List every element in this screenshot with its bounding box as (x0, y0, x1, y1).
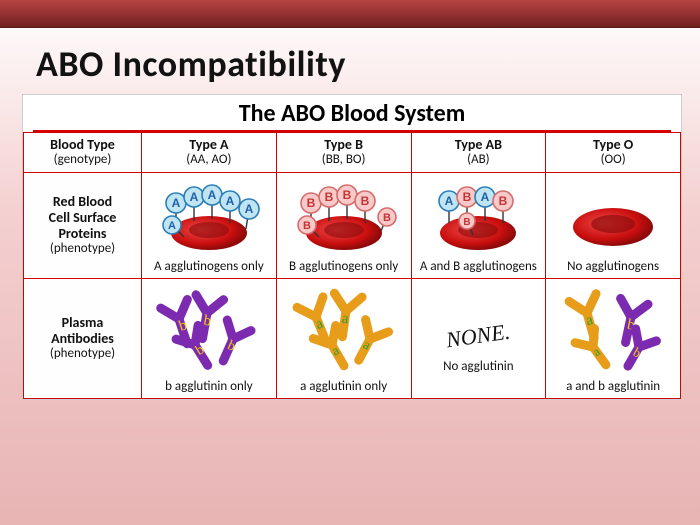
svg-text:B: B (499, 194, 508, 208)
col-geno: (AA, AO) (146, 153, 272, 168)
slide-title: ABO Incompatibility (0, 28, 700, 94)
cell-rbc-b: B B B B B B B agglutinogens only (276, 173, 411, 279)
col-geno: (OO) (550, 153, 676, 168)
row-label: Red Blood (53, 193, 112, 210)
cell-ab-ab: NONE. No agglutinin (411, 279, 546, 399)
svg-text:A: A (226, 194, 235, 208)
caption: No agglutinin (443, 359, 513, 374)
col-header-o: Type O (OO) (546, 133, 681, 173)
svg-text:A: A (208, 188, 217, 202)
none-text: NONE. (445, 319, 512, 354)
rowhead-rbc: Red Blood Cell Surface Proteins (phenoty… (24, 173, 142, 279)
table-header-row: Blood Type (genotype) Type A (AA, AO) Ty… (24, 133, 681, 173)
col-top: Type B (324, 136, 363, 153)
svg-text:b: b (193, 342, 207, 358)
col-header-ab: Type AB (AB) (411, 133, 546, 173)
col-top: Type A (189, 136, 228, 153)
cell-ab-a: b b b b b agglutinin only (142, 279, 277, 399)
svg-text:b: b (225, 338, 237, 355)
svg-text:A: A (168, 220, 176, 232)
svg-text:a: a (360, 338, 373, 355)
svg-text:a: a (313, 316, 325, 333)
row-label: Cell Surface (49, 209, 117, 226)
caption: A and B agglutinogens (420, 259, 537, 274)
svg-text:b: b (631, 344, 644, 360)
svg-text:B: B (303, 220, 311, 232)
caption: No agglutinogens (567, 259, 659, 274)
svg-text:b: b (202, 313, 212, 330)
rbc-ab-icon: A B A B B (423, 177, 533, 255)
caption: b agglutinin only (165, 379, 253, 394)
svg-text:A: A (445, 194, 454, 208)
row-label: Plasma (62, 314, 104, 331)
row-label: Antibodies (51, 330, 114, 347)
cell-ab-o: a a b b a and b agglutinin (546, 279, 681, 399)
svg-text:B: B (383, 212, 391, 224)
rbc-a-icon: A A A A A A (154, 177, 264, 255)
svg-text:B: B (324, 190, 333, 204)
col-geno: (BB, BO) (281, 153, 407, 168)
table-row: Red Blood Cell Surface Proteins (phenoty… (24, 173, 681, 279)
cell-rbc-o: No agglutinogens (546, 173, 681, 279)
rbc-o-icon (558, 177, 668, 255)
svg-text:B: B (464, 217, 471, 228)
svg-text:B: B (342, 188, 351, 202)
row-label-sub: (phenotype) (28, 347, 137, 362)
col-header-b: Type B (BB, BO) (276, 133, 411, 173)
col-header-text: Blood Type (50, 136, 115, 153)
cell-ab-b: a a a a a agglutinin only (276, 279, 411, 399)
antibody-a-icon: a a a a (284, 283, 404, 375)
row-label-sub: (phenotype) (28, 242, 137, 257)
svg-text:A: A (481, 190, 490, 204)
col-header-sub: (genotype) (28, 153, 137, 168)
caption: B agglutinogens only (289, 259, 398, 274)
antibody-b-icon: b b b b (149, 283, 269, 375)
svg-text:A: A (245, 202, 254, 216)
cell-rbc-a: A A A A A A A agglutinogens only (142, 173, 277, 279)
col-top: Type O (593, 136, 633, 153)
rowhead-ab: Plasma Antibodies (phenotype) (24, 279, 142, 399)
table-row: Plasma Antibodies (phenotype) b b b b (24, 279, 681, 399)
chart-title: The ABO Blood System (23, 95, 681, 130)
col-top: Type AB (455, 136, 502, 153)
caption: a and b agglutinin (566, 379, 660, 394)
abo-chart: The ABO Blood System Blood Type (genotyp… (22, 94, 682, 400)
svg-text:B: B (306, 196, 315, 210)
col-header-a: Type A (AA, AO) (142, 133, 277, 173)
svg-text:A: A (190, 190, 199, 204)
rbc-b-icon: B B B B B B (289, 177, 399, 255)
header-bar (0, 0, 700, 28)
antibody-ab-icon: a a b b (553, 283, 673, 375)
abo-table: Blood Type (genotype) Type A (AA, AO) Ty… (23, 132, 681, 399)
row-label: Proteins (58, 225, 106, 242)
svg-text:B: B (360, 194, 369, 208)
col-geno: (AB) (416, 153, 542, 168)
svg-text:B: B (463, 190, 472, 204)
caption: A agglutinogens only (154, 259, 264, 274)
col-header-bloodtype: Blood Type (genotype) (24, 133, 142, 173)
svg-text:A: A (172, 196, 181, 210)
cell-rbc-ab: A B A B B A and B agglutinogens (411, 173, 546, 279)
caption: a agglutinin only (300, 379, 387, 394)
